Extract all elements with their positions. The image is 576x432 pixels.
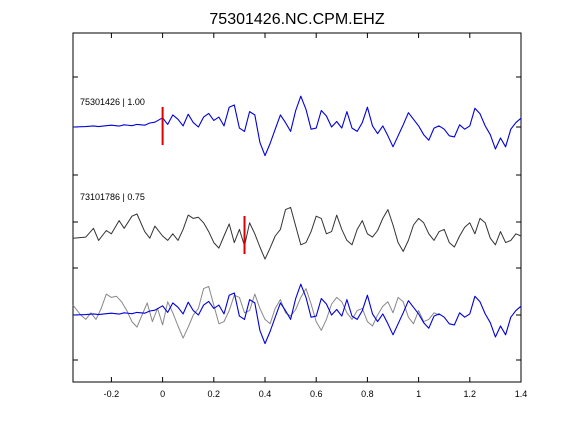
x-tick-label: 0.8 [361, 389, 374, 399]
x-tick-label: -0.2 [104, 389, 120, 399]
x-tick-label: 1.2 [464, 389, 477, 399]
x-tick-label: 0.2 [208, 389, 221, 399]
trace-73101786-line [73, 207, 521, 259]
axis-ticks: -0.2 0 0.2 0.4 0.6 0.8 1 1.2 1.4 [73, 33, 527, 399]
pick-markers [163, 107, 245, 254]
chart-title: 75301426.NC.CPM.EHZ [209, 11, 384, 28]
traces [73, 96, 521, 343]
x-tick-label: 0.6 [310, 389, 323, 399]
overlay-75301426-line [73, 284, 521, 343]
plot-frame [73, 33, 521, 382]
x-tick-label: 0.4 [259, 389, 272, 399]
trace-label: 75301426 | 1.00 [80, 97, 145, 107]
x-tick-label: 0 [160, 389, 165, 399]
trace-labels: 75301426 | 1.00 73101786 | 0.75 [80, 97, 145, 202]
x-tick-label: 1 [416, 389, 421, 399]
x-tick-label: 1.4 [515, 389, 528, 399]
trace-label: 73101786 | 0.75 [80, 192, 145, 202]
